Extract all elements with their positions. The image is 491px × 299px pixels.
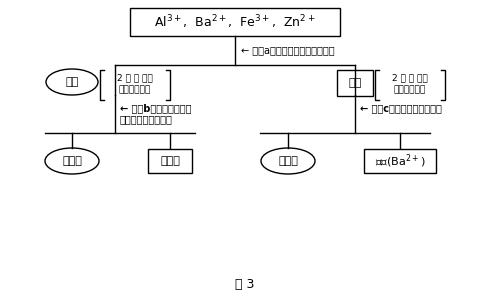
Text: イオンを含む: イオンを含む <box>394 86 426 94</box>
Text: ← 操作c：硫化水素を通じる: ← 操作c：硫化水素を通じる <box>360 103 442 113</box>
Text: イオンを含む: イオンを含む <box>119 86 151 94</box>
Text: 沈殿: 沈殿 <box>65 77 79 87</box>
Text: ウム水溶液を加える: ウム水溶液を加える <box>120 114 173 124</box>
FancyBboxPatch shape <box>148 149 192 173</box>
FancyBboxPatch shape <box>130 8 340 36</box>
Text: 2 種 の 金属: 2 種 の 金属 <box>392 74 428 83</box>
Text: ろ液イ: ろ液イ <box>160 156 180 166</box>
Text: ← 操作a：アンモニア水を加える: ← 操作a：アンモニア水を加える <box>241 45 335 56</box>
Text: ← 操作b：水酸化ナトリ: ← 操作b：水酸化ナトリ <box>120 103 191 113</box>
Ellipse shape <box>45 148 99 174</box>
Text: ろ液: ろ液 <box>349 78 362 88</box>
Text: 図 3: 図 3 <box>235 278 255 292</box>
Text: 沈殿ア: 沈殿ア <box>62 156 82 166</box>
Text: 沈殿ウ: 沈殿ウ <box>278 156 298 166</box>
Text: 2 種 の 金属: 2 種 の 金属 <box>117 74 153 83</box>
Ellipse shape <box>261 148 315 174</box>
Ellipse shape <box>46 69 98 95</box>
Text: ろ液(Ba$^{2+}$): ろ液(Ba$^{2+}$) <box>375 152 425 170</box>
FancyBboxPatch shape <box>337 70 373 96</box>
FancyBboxPatch shape <box>364 149 436 173</box>
Text: Al$^{3+}$,  Ba$^{2+}$,  Fe$^{3+}$,  Zn$^{2+}$: Al$^{3+}$, Ba$^{2+}$, Fe$^{3+}$, Zn$^{2+… <box>154 13 316 31</box>
